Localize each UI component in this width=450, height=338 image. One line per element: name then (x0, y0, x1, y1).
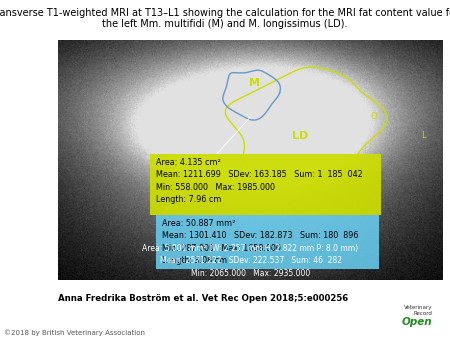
Text: LD: LD (292, 131, 309, 141)
Text: Area: 50.887 mm²
Mean: 1301.410   SDev: 182.873   Sum: 180  896
Min: 287.000   M: Area: 50.887 mm² Mean: 1301.410 SDev: 18… (162, 219, 358, 265)
Text: ©2018 by British Veterinary Association: ©2018 by British Veterinary Association (4, 330, 145, 336)
Text: L: L (422, 131, 426, 141)
Text: the left Mm. multifidi (M) and M. longissimus (LD).: the left Mm. multifidi (M) and M. longis… (102, 19, 348, 29)
FancyBboxPatch shape (150, 154, 382, 215)
Text: Anna Fredrika Boström et al. Vet Rec Open 2018;5:e000256: Anna Fredrika Boström et al. Vet Rec Ope… (58, 293, 348, 303)
Text: Area: 5.001 mm² (W: 2.257 mm H: 2.822 mm P: 8.0 mm)
Mean: 2571.222   SDev: 222.5: Area: 5.001 mm² (W: 2.257 mm H: 2.822 mm… (143, 244, 359, 277)
Text: Open: Open (401, 317, 432, 327)
Text: M: M (249, 78, 260, 88)
Text: Veterinary
Record: Veterinary Record (404, 305, 432, 316)
FancyBboxPatch shape (156, 215, 379, 269)
Text: Area: 4.135 cm²
Mean: 1211.699   SDev: 163.185   Sum: 1  185  042
Min: 558.000  : Area: 4.135 cm² Mean: 1211.699 SDev: 163… (156, 158, 363, 204)
Text: Transverse T1-weighted MRI at T13–L1 showing the calculation for the MRI fat con: Transverse T1-weighted MRI at T13–L1 sho… (0, 8, 450, 19)
Text: O: O (370, 112, 377, 121)
